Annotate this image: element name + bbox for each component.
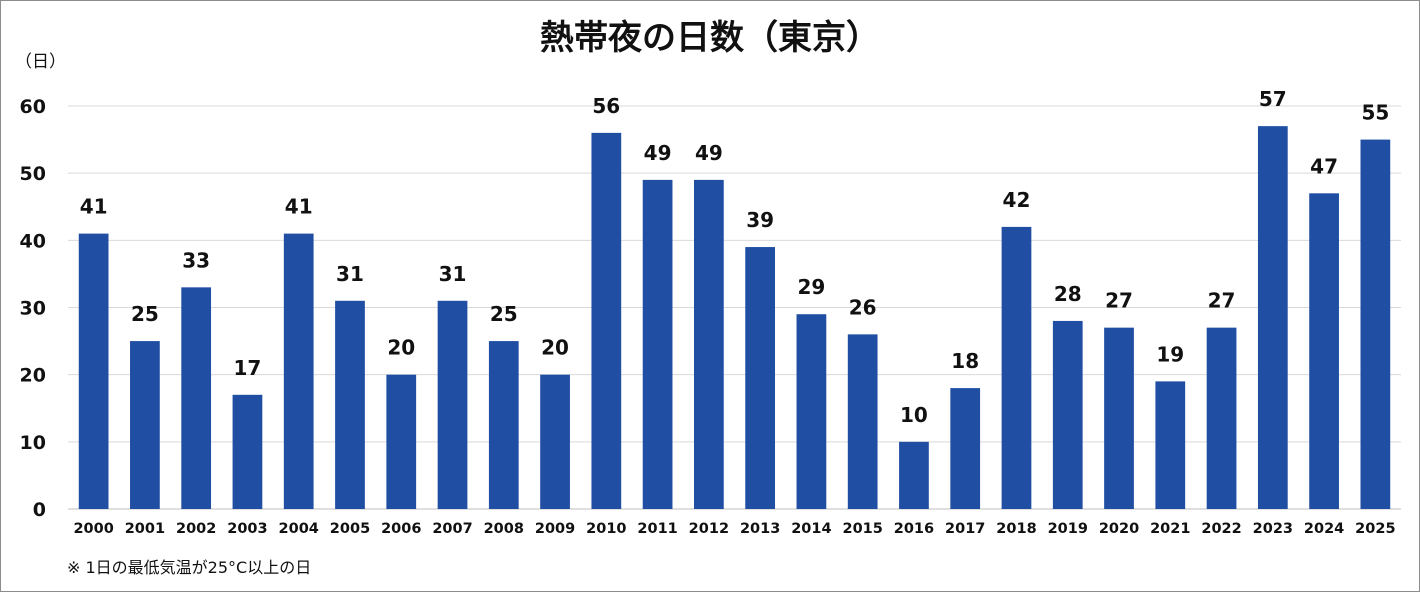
y-tick-label: 60	[20, 96, 46, 118]
bar-2017	[950, 388, 981, 509]
data-label: 49	[695, 141, 723, 165]
data-label: 27	[1208, 289, 1236, 313]
bar-2024	[1309, 193, 1339, 510]
bar-2022	[1206, 327, 1237, 509]
x-tick-label: 2025	[1355, 521, 1395, 537]
data-label: 20	[541, 336, 569, 360]
x-tick-label: 2013	[740, 521, 780, 537]
x-tick-label: 2024	[1304, 521, 1344, 537]
data-label: 39	[746, 208, 774, 232]
x-tick-label: 2009	[535, 521, 575, 537]
data-label: 47	[1310, 154, 1338, 178]
x-tick-label: 2019	[1048, 521, 1088, 537]
bar-2003	[232, 394, 263, 509]
data-label: 55	[1361, 101, 1389, 125]
data-label: 29	[797, 275, 825, 299]
data-label: 41	[80, 195, 108, 219]
x-tick-label: 2020	[1099, 521, 1139, 537]
x-tick-label: 2016	[894, 521, 934, 537]
bar-2002	[181, 287, 212, 509]
bar-2012	[693, 179, 724, 509]
bar-2005	[335, 300, 365, 509]
data-label: 49	[644, 141, 672, 165]
bar-2011	[642, 179, 673, 509]
bar-2014	[796, 314, 827, 509]
data-label: 42	[1003, 188, 1031, 212]
data-label: 57	[1259, 87, 1287, 111]
footnote: ※ 1日の最低気温が25°C以上の日	[67, 558, 311, 577]
x-tick-label: 2015	[842, 521, 882, 537]
bar-2000	[78, 233, 109, 509]
x-tick-label: 2022	[1201, 521, 1241, 537]
bar-2010	[591, 132, 622, 509]
bar-2008	[488, 341, 519, 509]
x-tick-label: 2012	[689, 521, 729, 537]
data-label: 56	[592, 94, 620, 118]
y-tick-label: 10	[20, 432, 46, 454]
bar-2023	[1257, 126, 1288, 510]
x-tick-label: 2021	[1150, 521, 1190, 537]
x-tick-label: 2008	[484, 521, 524, 537]
bar-2015	[847, 334, 878, 509]
bar-2006	[386, 374, 417, 509]
bar-2018	[1001, 226, 1032, 509]
bar-2009	[540, 374, 570, 509]
x-tick-label: 2017	[945, 521, 985, 537]
data-label: 25	[490, 302, 518, 326]
data-label: 10	[900, 403, 928, 427]
data-label: 17	[234, 356, 262, 380]
data-label: 41	[285, 195, 313, 219]
y-tick-label: 50	[20, 163, 46, 185]
x-tick-label: 2003	[227, 521, 267, 537]
data-label: 27	[1105, 289, 1133, 313]
x-tick-label: 2001	[125, 521, 165, 537]
x-tick-label: 2014	[791, 521, 831, 537]
x-tick-label: 2007	[432, 521, 472, 537]
x-tick-label: 2018	[996, 521, 1036, 537]
chart-title: 熱帯夜の日数（東京）	[540, 18, 880, 58]
bar-2013	[745, 247, 776, 510]
data-label: 31	[336, 262, 364, 286]
data-label: 31	[439, 262, 467, 286]
data-label: 20	[387, 336, 415, 360]
bar-2001	[130, 341, 160, 509]
y-tick-label: 0	[33, 499, 46, 521]
x-tick-label: 2011	[637, 521, 677, 537]
x-tick-label: 2002	[176, 521, 216, 537]
x-tick-label: 2004	[279, 521, 319, 537]
x-tick-label: 2010	[586, 521, 626, 537]
bar-2004	[283, 233, 314, 509]
y-axis-unit-label: （日）	[15, 52, 66, 72]
bar-2025	[1360, 139, 1391, 510]
data-label: 25	[131, 302, 159, 326]
y-tick-label: 40	[20, 230, 46, 252]
bar-2020	[1104, 327, 1134, 509]
y-tick-label: 30	[20, 298, 46, 320]
bar-2007	[437, 300, 468, 509]
bar-2021	[1155, 381, 1186, 509]
data-label: 28	[1054, 282, 1082, 306]
data-label: 19	[1156, 342, 1184, 366]
x-tick-label: 2023	[1253, 521, 1293, 537]
data-label: 33	[182, 248, 210, 272]
x-tick-label: 2005	[330, 521, 370, 537]
bar-2016	[899, 441, 929, 509]
data-label: 26	[849, 295, 877, 319]
bar-2019	[1052, 320, 1083, 509]
y-tick-label: 20	[20, 365, 46, 387]
x-tick-label: 2000	[73, 521, 113, 537]
data-label: 18	[951, 349, 979, 373]
x-tick-label: 2006	[381, 521, 421, 537]
